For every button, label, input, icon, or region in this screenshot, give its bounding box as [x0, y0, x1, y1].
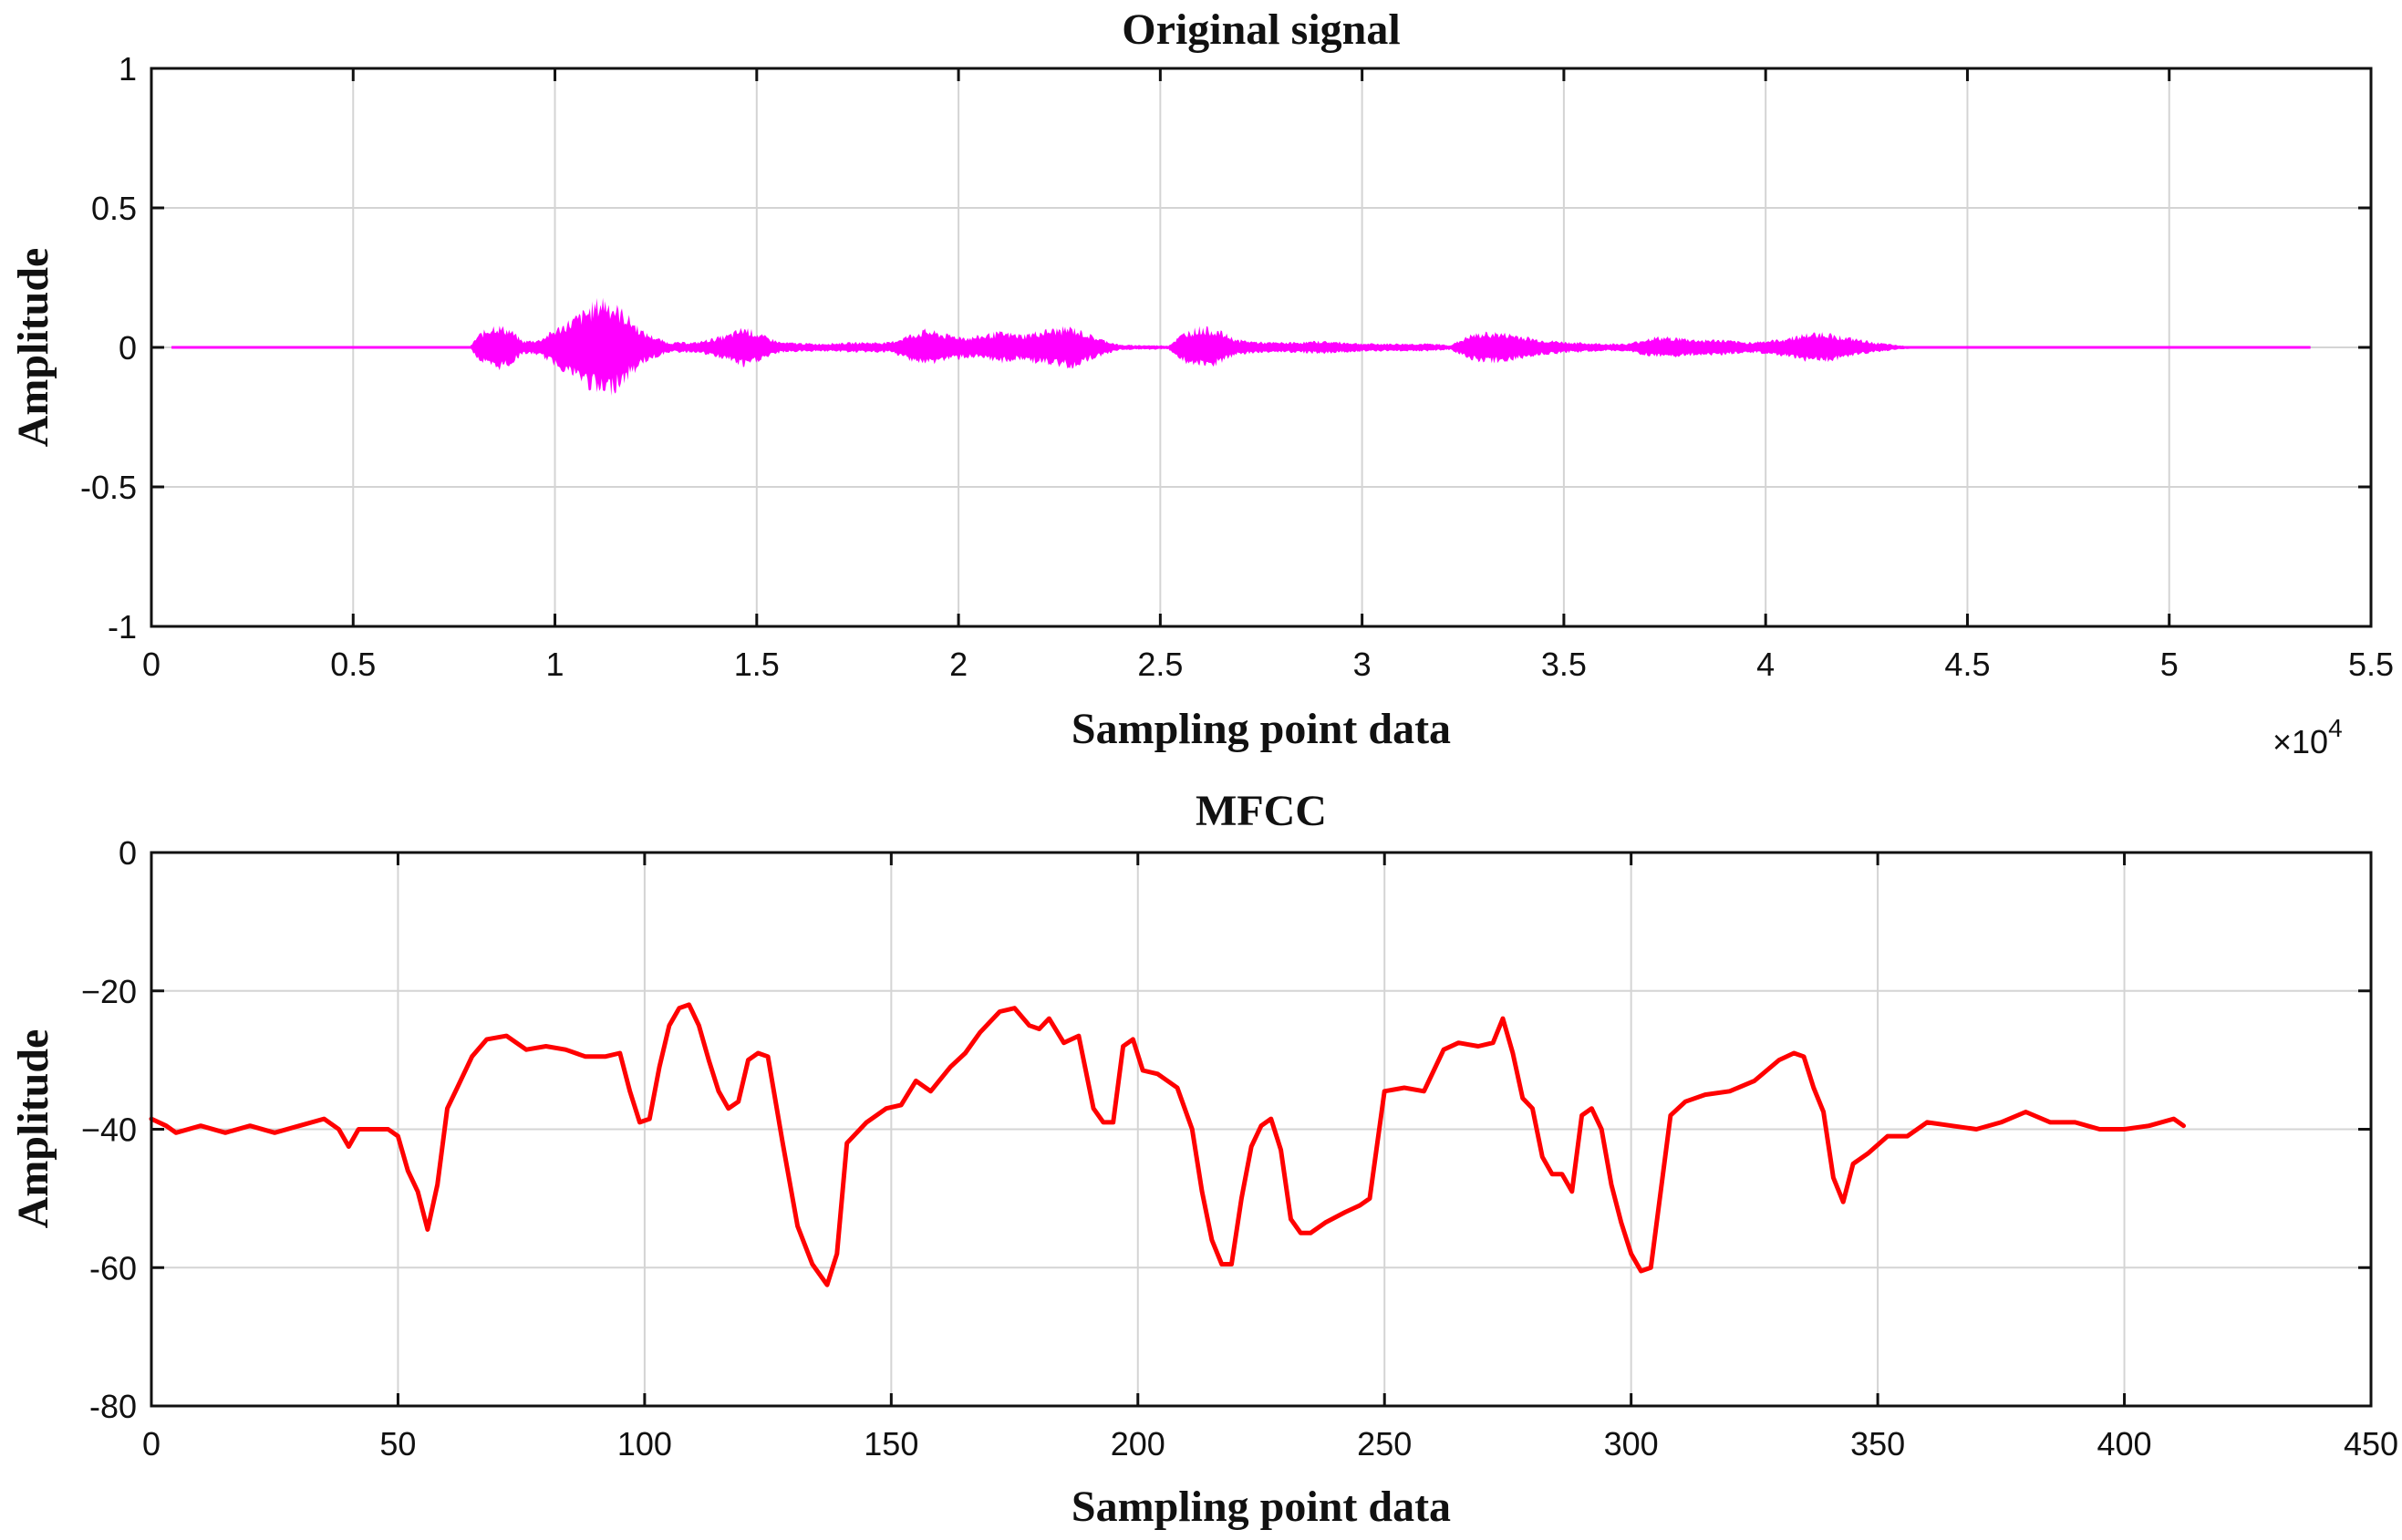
x-tick-label: 5 — [2160, 646, 2179, 683]
x-tick-label: 100 — [617, 1425, 672, 1462]
x-tick-label: 0 — [142, 646, 160, 683]
mfcc-line — [149, 1002, 2186, 1287]
mfcc-chart: MFCC 0 50 100 150 200 250 300 350 400 450 0 −20 −40… — [9, 787, 2398, 1531]
x-tick-label: 2 — [949, 646, 968, 683]
chart-title: Original signal — [1122, 5, 1400, 54]
y-tick-label: 0 — [119, 329, 137, 367]
chart-title: MFCC — [1196, 787, 1327, 835]
ticks — [150, 851, 2373, 1408]
x-tick-label: 300 — [1604, 1425, 1659, 1462]
y-tick-label: -0.5 — [80, 469, 137, 506]
y-tick-label: -60 — [89, 1249, 137, 1287]
y-tick-label: −20 — [81, 973, 137, 1010]
y-tick-label: -80 — [89, 1388, 137, 1425]
x-tick-label: 50 — [379, 1425, 416, 1462]
x-tick-label: 0 — [142, 1425, 160, 1462]
y-tick-label: 0 — [119, 834, 137, 872]
x-tick-label: 4 — [1756, 646, 1775, 683]
x-exponent-base: ×10 — [2273, 723, 2328, 760]
plot-area — [171, 297, 2311, 397]
x-tick-label: 450 — [2344, 1425, 2398, 1462]
x-tick-label: 400 — [2097, 1425, 2152, 1462]
y-axis-label: Amplitude — [9, 248, 57, 448]
y-tick-labels: 0 −20 −40 -60 -80 — [81, 834, 137, 1425]
x-tick-label: 150 — [864, 1425, 918, 1462]
plot-area — [149, 1002, 2186, 1287]
x-tick-labels: 0 50 100 150 200 250 300 350 400 450 — [142, 1425, 2398, 1462]
x-tick-label: 250 — [1357, 1425, 1412, 1462]
x-exponent-label: ×104 — [2273, 714, 2343, 760]
x-tick-label: 2.5 — [1137, 646, 1183, 683]
y-axis-label: Amplitude — [9, 1029, 57, 1229]
x-tick-label: 200 — [1111, 1425, 1165, 1462]
x-tick-label: 1.5 — [734, 646, 780, 683]
x-exponent-power: 4 — [2328, 714, 2343, 742]
y-tick-label: -1 — [108, 608, 137, 646]
x-axis-label: Sampling point data — [1072, 705, 1451, 753]
y-tick-label: 0.5 — [91, 190, 137, 227]
x-tick-label: 3.5 — [1541, 646, 1587, 683]
ticks — [150, 67, 2373, 628]
x-tick-label: 3 — [1353, 646, 1372, 683]
x-tick-label: 4.5 — [1944, 646, 1990, 683]
x-tick-label: 350 — [1850, 1425, 1905, 1462]
y-tick-label: 1 — [119, 50, 137, 88]
x-axis-label: Sampling point data — [1072, 1483, 1451, 1531]
x-tick-labels: 0 0.5 1 1.5 2 2.5 3 3.5 4 4.5 5 5.5 — [142, 646, 2394, 683]
x-tick-label: 5.5 — [2348, 646, 2394, 683]
x-tick-label: 1 — [546, 646, 564, 683]
original-signal-chart: Original signal 0 0.5 1 1.5 2 2.5 3 3.5 4 4.5 5 5.5… — [9, 5, 2394, 760]
x-tick-label: 0.5 — [330, 646, 376, 683]
y-tick-label: −40 — [81, 1111, 137, 1149]
y-tick-labels: 1 0.5 0 -0.5 -1 — [80, 50, 137, 646]
